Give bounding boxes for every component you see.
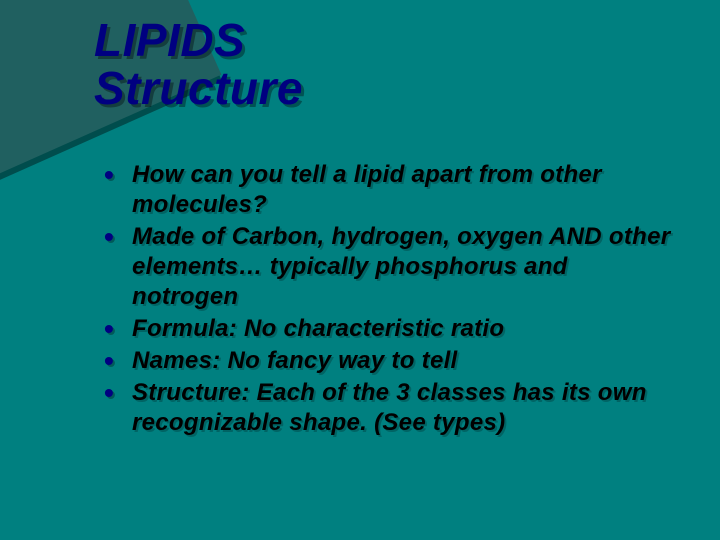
bullet-text: Made of Carbon, hydrogen, oxygen AND oth… [132,223,670,310]
bullet-list: How can you tell a lipid apart from othe… [100,160,680,438]
slide-title: LIPIDS Structure [94,16,303,113]
list-item: Made of Carbon, hydrogen, oxygen AND oth… [100,222,680,312]
list-item: Formula: No characteristic ratio [100,314,680,344]
slide-body: How can you tell a lipid apart from othe… [100,160,680,440]
list-item: Names: No fancy way to tell [100,346,680,376]
title-line-2: Structure [94,62,303,114]
list-item: How can you tell a lipid apart from othe… [100,160,680,220]
bullet-text: How can you tell a lipid apart from othe… [132,161,602,218]
bullet-text: Structure: Each of the 3 classes has its… [132,379,647,436]
bullet-text: Names: No fancy way to tell [132,347,458,374]
list-item: Structure: Each of the 3 classes has its… [100,378,680,438]
slide: LIPIDS Structure How can you tell a lipi… [0,0,720,540]
title-line-1: LIPIDS [94,14,245,66]
bullet-text: Formula: No characteristic ratio [132,315,504,342]
